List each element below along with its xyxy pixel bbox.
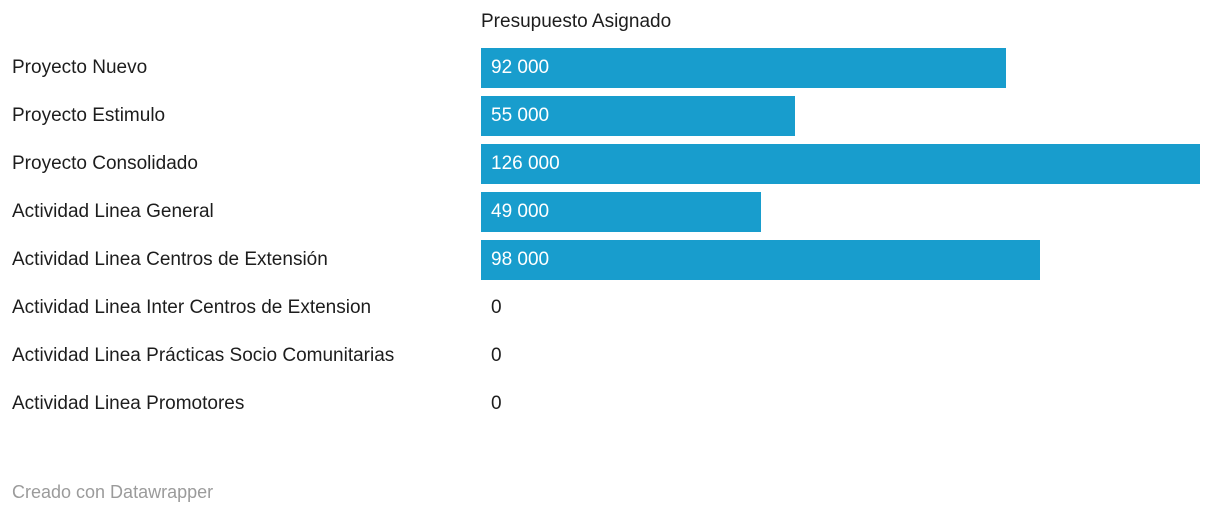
- category-label: Proyecto Estimulo: [12, 104, 166, 126]
- bar-track: 126 000: [481, 144, 1200, 184]
- bar-value-label: 98 000: [491, 249, 550, 270]
- bar-value-label: 0: [491, 393, 502, 414]
- category-label: Actividad Linea Inter Centros de Extensi…: [12, 296, 372, 318]
- category-label: Proyecto Consolidado: [12, 152, 198, 174]
- bar-value-label: 92 000: [491, 57, 550, 78]
- bar-value-label: 0: [491, 345, 502, 366]
- chart-row: Actividad Linea Promotores 0: [12, 380, 1200, 428]
- bar-track: 0: [481, 384, 1200, 424]
- chart-row: Actividad Linea Inter Centros de Extensi…: [12, 284, 1200, 332]
- bar: 55 000: [481, 96, 795, 136]
- chart-row: Proyecto Consolidado 126 000: [12, 140, 1200, 188]
- column-header: Presupuesto Asignado: [481, 11, 672, 32]
- bar-track: 0: [481, 336, 1200, 376]
- chart-row: Proyecto Nuevo 92 000: [12, 44, 1200, 92]
- chart-row: Proyecto Estimulo 55 000: [12, 92, 1200, 140]
- bar: 98 000: [481, 240, 1041, 280]
- chart-row: Actividad Linea Prácticas Socio Comunita…: [12, 332, 1200, 380]
- bar: 92 000: [481, 48, 1006, 88]
- bar-track: 92 000: [481, 48, 1200, 88]
- bar-track: 49 000: [481, 192, 1200, 232]
- bar: 0: [481, 336, 1200, 376]
- category-label: Actividad Linea General: [12, 200, 214, 222]
- bar: 49 000: [481, 192, 761, 232]
- category-label: Proyecto Nuevo: [12, 56, 148, 78]
- bar: 0: [481, 384, 1200, 424]
- bar: 126 000: [481, 144, 1200, 184]
- chart-row: Actividad Linea Centros de Extensión 98 …: [12, 236, 1200, 284]
- bar-track: 98 000: [481, 240, 1200, 280]
- bar: 0: [481, 288, 1200, 328]
- attribution: Creado con Datawrapper: [12, 482, 214, 502]
- category-label: Actividad Linea Promotores: [12, 392, 245, 414]
- bar-value-label: 0: [491, 297, 502, 318]
- bar-value-label: 49 000: [491, 201, 550, 222]
- bar-value-label: 126 000: [491, 153, 560, 174]
- bar-track: 0: [481, 288, 1200, 328]
- category-label: Actividad Linea Prácticas Socio Comunita…: [12, 344, 395, 366]
- category-label: Actividad Linea Centros de Extensión: [12, 248, 328, 270]
- bar-track: 55 000: [481, 96, 1200, 136]
- bar-chart: Presupuesto Asignado Proyecto Nuevo 92 0…: [12, 0, 1200, 428]
- chart-row: Actividad Linea General 49 000: [12, 188, 1200, 236]
- bar-value-label: 55 000: [491, 105, 550, 126]
